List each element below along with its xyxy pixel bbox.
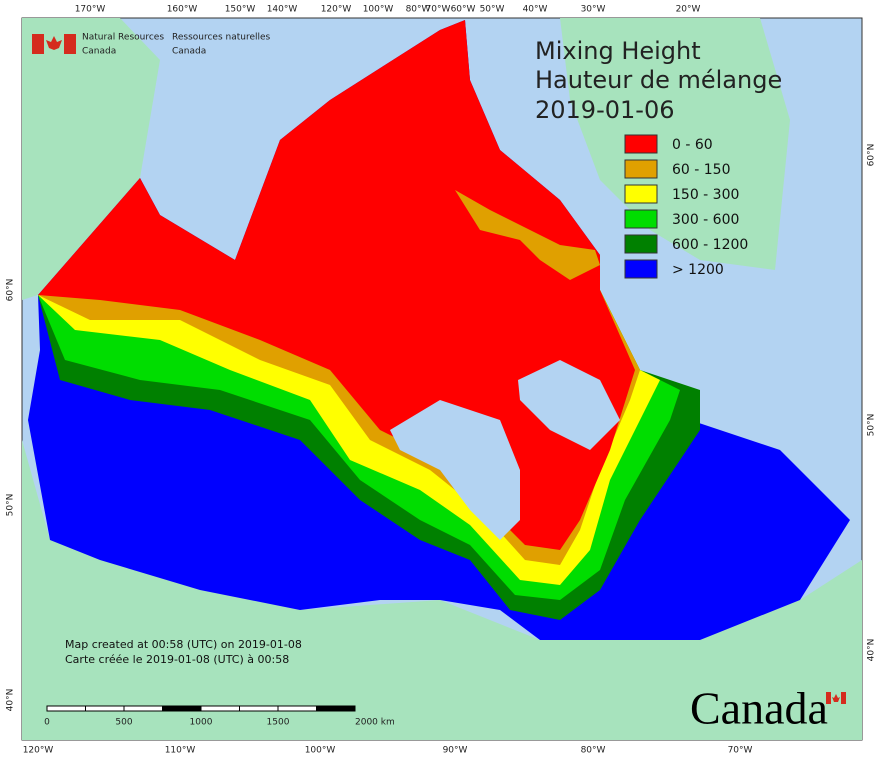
lon-label: 70°W (426, 5, 451, 15)
latitudes: 60°N 50°N 40°N 60°N 50°N 40°N (6, 144, 877, 712)
legend-swatch (624, 134, 658, 154)
note: Map created at 00:58 (UTC) on 2019-01-08 (65, 638, 302, 651)
lon-label: 120°W (321, 5, 352, 15)
agency-fr: Ressources naturelles (172, 33, 271, 43)
lon-label: 140°W (267, 5, 298, 15)
scale-label: 0 (44, 718, 50, 728)
agency-en: Natural Resources (82, 33, 164, 43)
scale-segment (316, 705, 356, 712)
lon-label: 110°W (165, 746, 196, 756)
lon-label: 50°W (480, 5, 505, 15)
legend-swatch (624, 184, 658, 204)
legend-label: 600 - 1200 (672, 237, 748, 253)
greenland (560, 18, 790, 270)
legend-swatch (624, 259, 658, 279)
agency-en: Canada (82, 47, 116, 57)
title: Hauteur de mélange (535, 66, 782, 94)
lon-label: 100°W (363, 5, 394, 15)
wordmark-flag (826, 692, 846, 704)
lat-label: 40°N (867, 639, 877, 662)
scale-segment (239, 705, 279, 712)
title: 2019-01-06 (535, 96, 674, 124)
lon-label: 120°W (23, 746, 54, 756)
lon-label: 170°W (75, 5, 106, 15)
usa (22, 440, 862, 740)
lon-label: 40°W (523, 5, 548, 15)
legend-label: 300 - 600 (672, 212, 739, 228)
lon-label: 60°W (451, 5, 476, 15)
flag (32, 34, 76, 54)
legend: 0 - 60 60 - 150 150 - 300 300 - 600 600 - 12… (624, 134, 748, 279)
scale-segment (85, 705, 125, 712)
note: Carte créée le 2019-01-08 (UTC) à 00:58 (65, 653, 289, 666)
alaska (22, 18, 160, 300)
scale-label: 1500 (267, 718, 290, 728)
agency-fr: Canada (172, 47, 206, 57)
scale-bar: 0 500 1000 1500 2000 km (44, 705, 395, 728)
lon-label: 80°W (406, 5, 431, 15)
lon-label: 70°W (728, 746, 753, 756)
scale-label: 2000 km (355, 718, 395, 728)
legend-label: 150 - 300 (672, 187, 739, 203)
legend-swatch (624, 209, 658, 229)
scale-label: 500 (115, 718, 132, 728)
lon-label: 80°W (581, 746, 606, 756)
bottom-longitudes: 120°W 110°W 100°W 90°W 80°W 70°W (23, 746, 753, 756)
lon-label: 160°W (167, 5, 198, 15)
lon-label: 20°W (676, 5, 701, 15)
scale-label: 1000 (190, 718, 213, 728)
wordmark: Canada (690, 683, 828, 734)
legend-swatch (624, 159, 658, 179)
lat-label: 60°N (6, 279, 16, 302)
lon-label: 150°W (225, 5, 256, 15)
lat-label: 50°N (867, 414, 877, 437)
legend-label: 0 - 60 (672, 137, 713, 153)
legend-label: 60 - 150 (672, 162, 731, 178)
legend-label: > 1200 (672, 262, 724, 278)
lat-label: 50°N (6, 494, 16, 517)
scale-segment (162, 705, 202, 712)
lon-label: 90°W (443, 746, 468, 756)
lon-label: 100°W (305, 746, 336, 756)
ungava-bay (518, 360, 620, 450)
title: Mixing Height (535, 37, 701, 65)
hudson-bay (390, 400, 520, 540)
lat-label: 60°N (867, 144, 877, 167)
top-longitudes: 170°W 160°W 150°W 140°W 120°W 100°W 80°W70°W 60… (75, 5, 701, 15)
lon-label: 30°W (581, 5, 606, 15)
band (455, 190, 600, 280)
legend-swatch (624, 234, 658, 254)
lat-label: 40°N (6, 689, 16, 712)
